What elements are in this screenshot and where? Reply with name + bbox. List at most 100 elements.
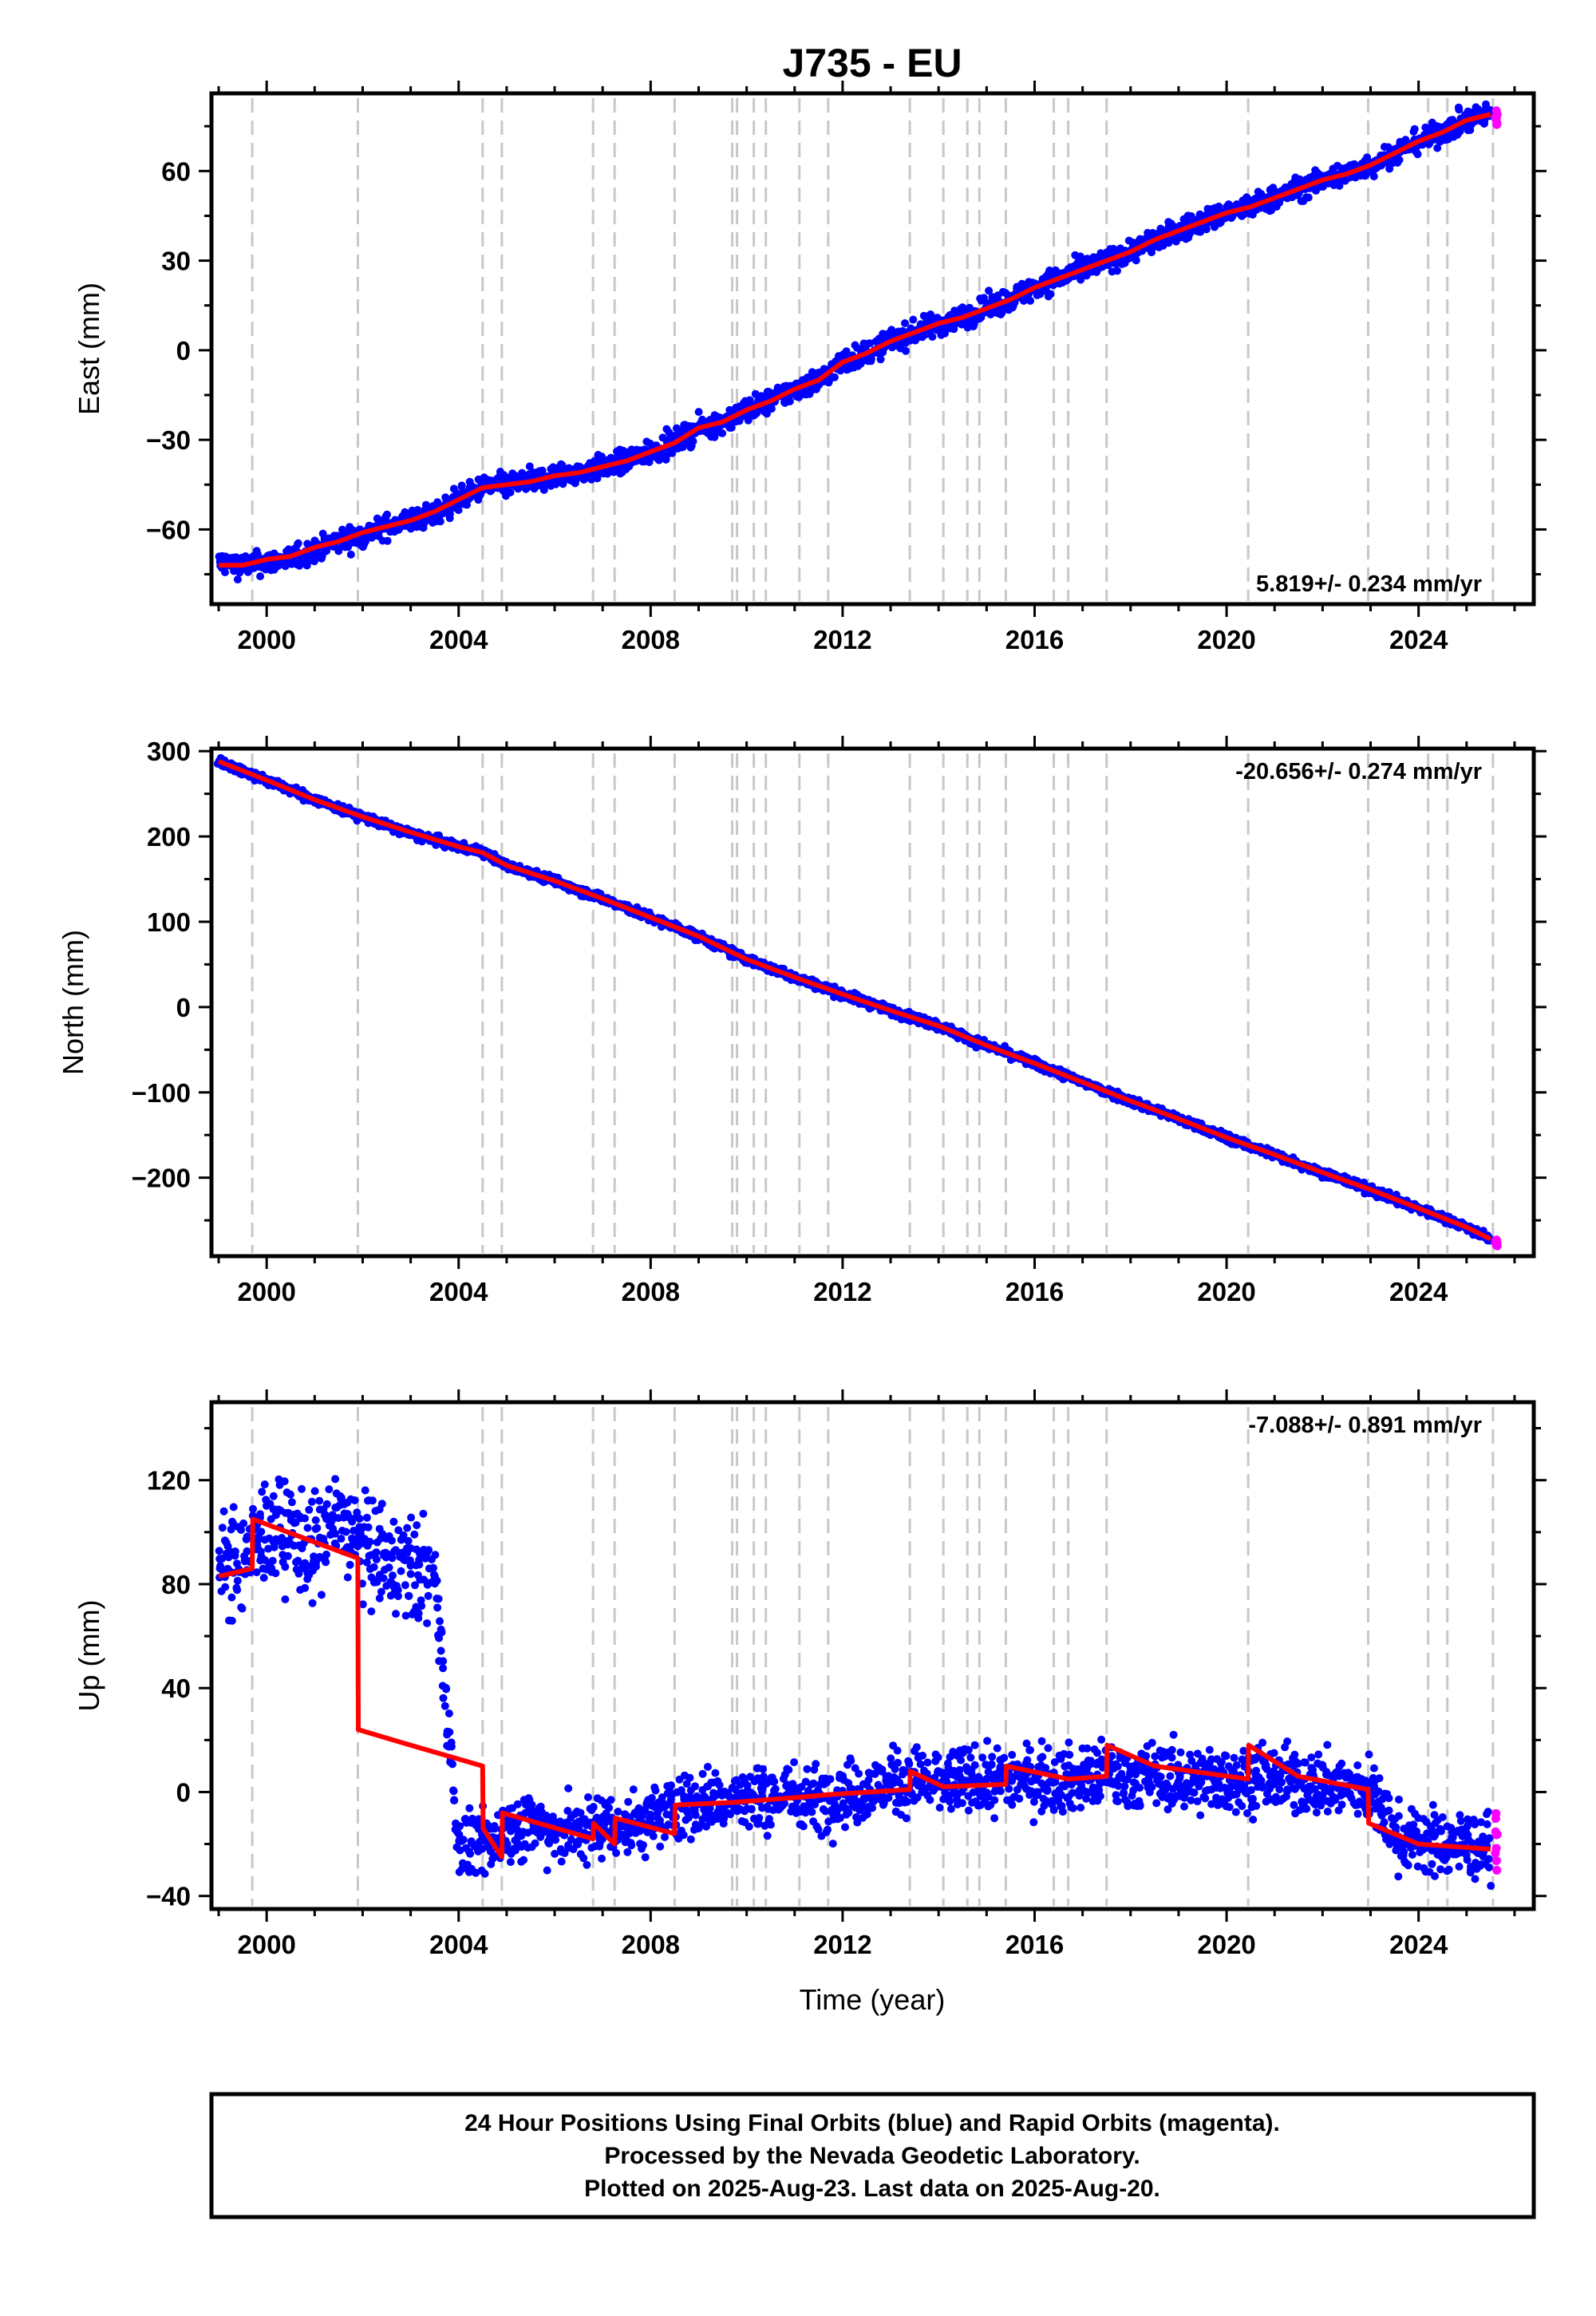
x-tick-label: 2000 — [237, 625, 295, 654]
x-tick-label: 2004 — [429, 625, 488, 654]
data-point — [293, 540, 302, 549]
data-point — [231, 1547, 239, 1555]
y-tick-label: −60 — [146, 515, 191, 544]
data-point — [365, 1537, 374, 1546]
data-point — [307, 1497, 316, 1506]
data-point — [303, 1524, 312, 1532]
data-point — [1395, 156, 1404, 164]
data-point — [229, 1503, 238, 1512]
data-point — [1215, 202, 1223, 211]
data-point — [227, 1593, 236, 1602]
data-point — [311, 1516, 320, 1524]
x-tick-label: 2000 — [237, 1277, 295, 1306]
data-point — [364, 1523, 373, 1531]
data-point — [1132, 255, 1140, 264]
data-point — [256, 572, 265, 581]
data-point — [315, 1496, 324, 1505]
data-point — [322, 1550, 330, 1559]
figure-title: J735 - EU — [782, 41, 962, 85]
data-point — [876, 355, 885, 364]
data-point — [1113, 267, 1121, 275]
data-point — [710, 433, 719, 441]
data-point — [313, 1524, 322, 1532]
data-point — [539, 485, 548, 494]
data-point — [325, 1485, 334, 1494]
data-point — [372, 1555, 381, 1563]
rapid-point — [1492, 109, 1502, 119]
data-point — [281, 1595, 290, 1603]
x-tick-label: 2020 — [1197, 625, 1255, 654]
y-tick-label: −30 — [146, 425, 191, 455]
x-tick-label: 2012 — [813, 625, 871, 654]
data-point — [985, 287, 994, 295]
data-point — [367, 1607, 376, 1616]
data-point — [283, 1551, 292, 1560]
data-point — [271, 1569, 280, 1578]
y-tick-label: −200 — [132, 1164, 191, 1193]
final-orbits-points — [215, 100, 1495, 584]
data-point — [308, 1599, 317, 1607]
y-tick-label: 200 — [147, 822, 191, 852]
data-point — [239, 1519, 248, 1528]
data-point — [909, 315, 918, 324]
north-panel: 2000 2004 2008 2012 2016 2020 2024−200−1000100… — [57, 736, 1547, 1306]
data-point — [301, 1514, 309, 1523]
data-point — [346, 1560, 354, 1569]
y-tick-label: 300 — [147, 737, 191, 766]
data-point — [1433, 144, 1442, 152]
data-point — [1369, 172, 1378, 180]
data-point — [902, 346, 910, 355]
data-point — [219, 1507, 228, 1516]
data-point — [383, 510, 391, 519]
y-tick-label: 60 — [161, 156, 191, 186]
data-point — [454, 506, 463, 515]
data-point — [1363, 153, 1372, 162]
model-line — [219, 112, 1491, 568]
data-point — [842, 347, 851, 356]
data-point — [346, 550, 355, 559]
data-point — [445, 514, 454, 523]
data-point — [372, 1548, 381, 1557]
data-point — [1304, 193, 1313, 202]
data-point — [394, 525, 403, 534]
y-axis-label: North (mm) — [57, 930, 89, 1075]
data-point — [866, 339, 875, 348]
data-point — [689, 437, 697, 445]
velocity-rate-label: -20.656+/- 0.274 mm/yr — [1235, 759, 1482, 785]
data-point — [368, 1496, 377, 1505]
data-point — [377, 1500, 386, 1508]
data-point — [337, 1535, 346, 1543]
data-point — [1077, 252, 1084, 261]
data-point — [928, 333, 937, 341]
x-tick-label: 2012 — [813, 1277, 871, 1306]
rapid-point — [1492, 118, 1502, 128]
y-tick-label: 100 — [147, 907, 191, 937]
data-point — [369, 1563, 378, 1571]
data-point — [233, 1576, 242, 1585]
data-point — [753, 409, 761, 417]
east-panel: 2000 2004 2008 2012 2016 2020 2024−60−3003060E… — [73, 81, 1547, 654]
data-point — [322, 1500, 331, 1508]
data-point — [1413, 150, 1422, 159]
data-point — [301, 1583, 310, 1592]
data-point — [238, 1604, 247, 1613]
data-point — [355, 1514, 364, 1523]
data-point — [1425, 139, 1434, 148]
data-point — [361, 1486, 369, 1495]
data-point — [215, 1547, 223, 1555]
data-point — [331, 1475, 340, 1484]
data-point — [305, 1505, 314, 1514]
y-tick-label: 0 — [176, 336, 191, 366]
rapid-point — [1492, 1241, 1502, 1251]
data-point — [322, 1558, 330, 1567]
data-point — [350, 1496, 359, 1504]
data-point — [243, 1547, 251, 1555]
final-orbits-points — [215, 1475, 1495, 1890]
data-point — [785, 397, 794, 405]
data-point — [1026, 296, 1035, 305]
data-point — [281, 1563, 290, 1571]
x-tick-label: 2016 — [1005, 625, 1064, 654]
data-point — [662, 455, 670, 464]
data-point — [342, 1528, 350, 1536]
data-point — [257, 1528, 266, 1536]
